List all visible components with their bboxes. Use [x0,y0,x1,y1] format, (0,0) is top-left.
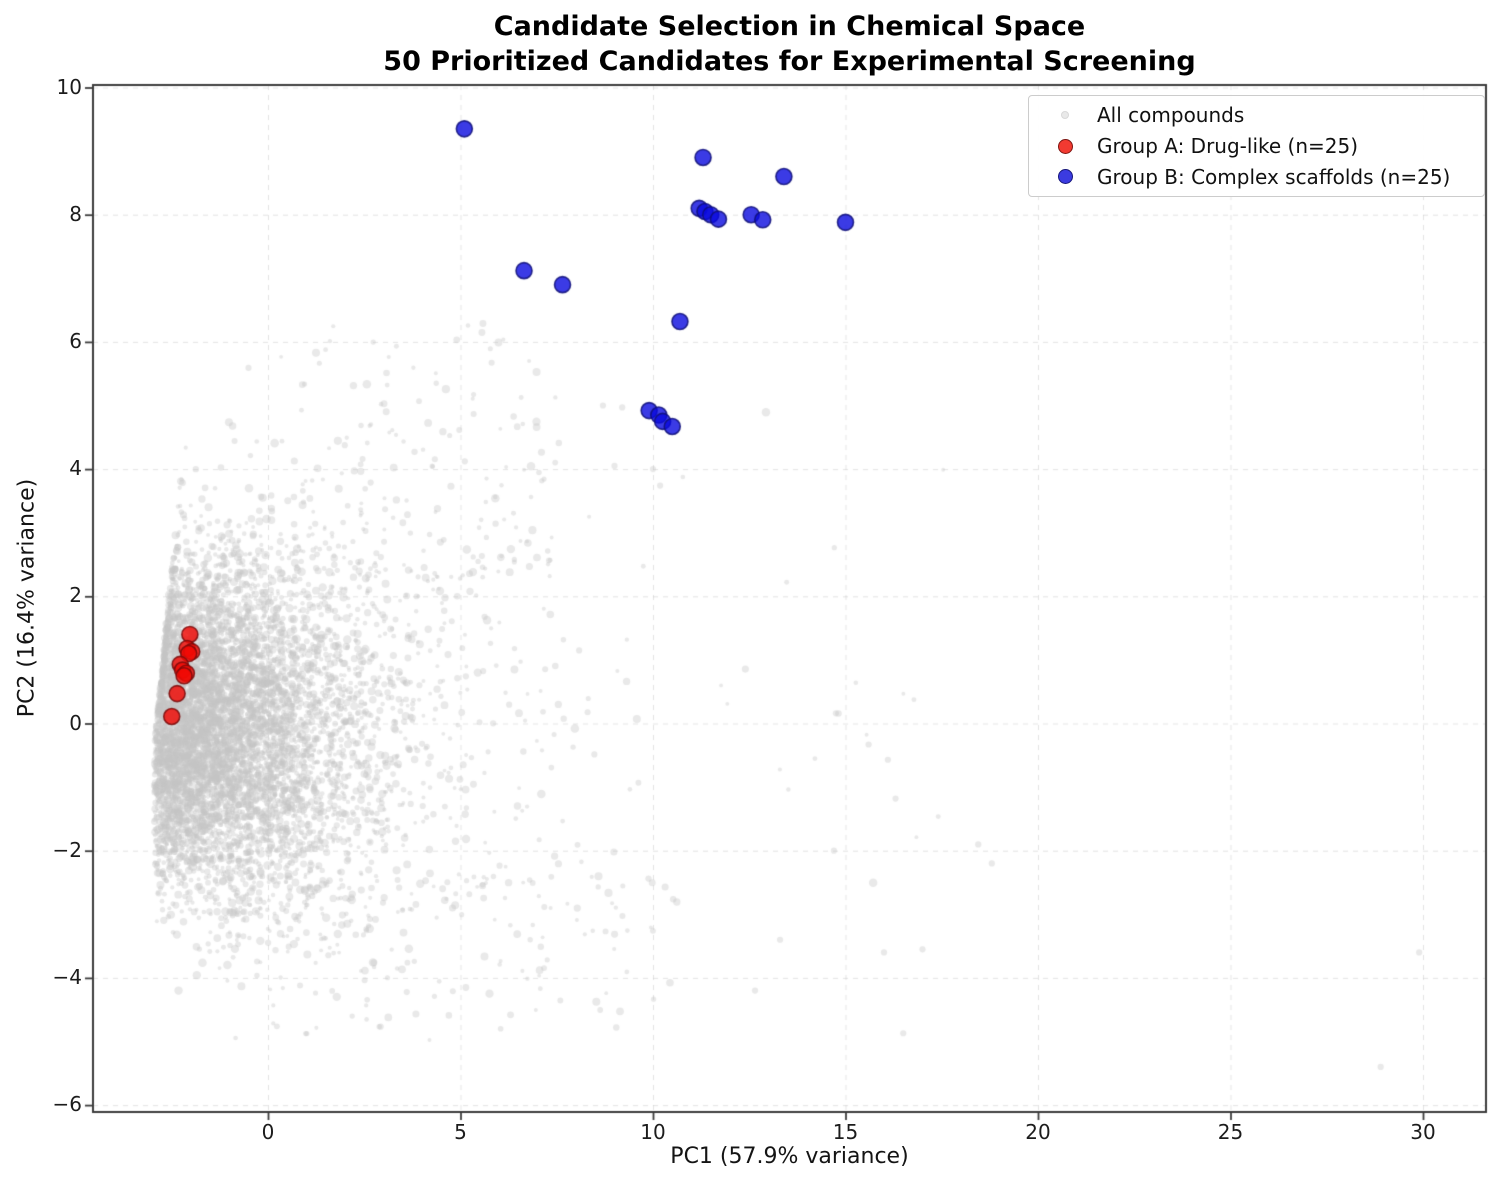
y-tick-label-10: 10 [56,74,82,99]
y-tick-label-8: 8 [69,201,82,226]
x-tick-label-0: 0 [261,1120,275,1144]
x-tick-label-20: 20 [1025,1120,1051,1144]
legend-label-group-b: Group B: Complex scaffolds (n=25) [1097,164,1451,189]
y-tick-label-4: 4 [69,456,82,481]
x-tick-label-10: 10 [640,1120,666,1144]
legend-label-all-compounds: All compounds [1097,103,1245,128]
legend-item-group-b: Group B: Complex scaffolds (n=25) [1045,161,1484,192]
x-tick-label-30: 30 [1410,1120,1436,1144]
x-axis-label: PC1 (57.9% variance) [670,1144,909,1169]
chart-title-block: Candidate Selection in Chemical Space 50… [93,9,1486,79]
x-tick-label-5: 5 [454,1120,467,1144]
legend-label-group-a: Group A: Drug-like (n=25) [1097,134,1359,158]
y-tick-label--6: −6 [52,1092,82,1117]
chart-title: Candidate Selection in Chemical Space [493,11,1086,42]
x-tick-label-25: 25 [1217,1120,1244,1144]
group-b-marker-icon [1045,169,1085,185]
y-tick-label-6: 6 [69,328,82,353]
y-tick-label--4: −4 [52,964,82,989]
chart-subtitle: 50 Prioritized Candidates for Experiment… [383,46,1196,77]
x-tick-label-15: 15 [832,1120,859,1144]
y-tick-label-2: 2 [69,583,82,608]
all-compounds-marker-icon [1045,111,1085,120]
y-tick-label-0: 0 [69,710,82,735]
y-tick-label--2: −2 [52,837,82,862]
legend-item-group-a: Group A: Drug-like (n=25) [1045,131,1484,162]
legend-item-all-compounds: All compounds [1045,100,1484,131]
group-a-marker-icon [1045,138,1085,154]
legend: All compounds Group A: Drug-like (n=25) … [1028,95,1485,197]
